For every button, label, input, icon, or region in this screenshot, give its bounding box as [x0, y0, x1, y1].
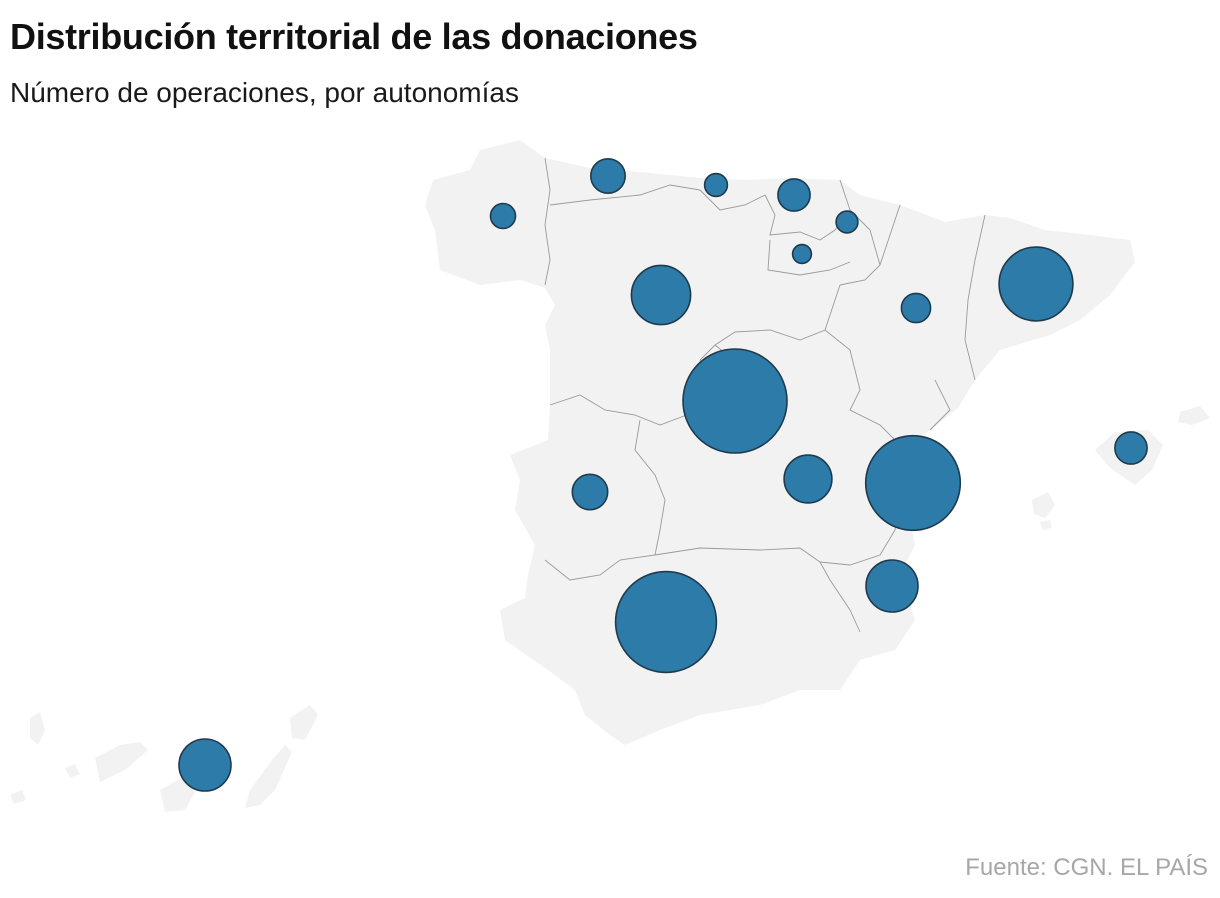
- bubble-asturias: [589, 158, 626, 195]
- bubble-castilla-la-mancha: [783, 454, 833, 504]
- bubble-galicia: [489, 202, 517, 230]
- tenerife: [95, 742, 148, 782]
- bubble-castilla-y-leon: [630, 264, 692, 326]
- bubble-navarra: [835, 210, 859, 234]
- bubble-murcia: [865, 559, 919, 613]
- gran-canaria: [160, 778, 195, 812]
- source-note: Fuente: CGN. EL PAÍS: [965, 854, 1208, 881]
- la-gomera: [65, 764, 80, 778]
- menorca: [1178, 406, 1210, 425]
- bubble-aragon: [900, 292, 932, 324]
- chart-title: Distribución territorial de las donacion…: [10, 16, 698, 57]
- ibiza: [1032, 492, 1055, 518]
- bubble-layer: [178, 158, 1148, 792]
- region-borders: [544, 157, 986, 633]
- bubble-andalucia: [614, 570, 718, 674]
- bubble-pais-vasco: [777, 178, 811, 212]
- formentera: [1040, 520, 1052, 530]
- land-layer: [10, 140, 1210, 812]
- bubble-cataluna: [998, 246, 1074, 322]
- chart-subtitle: Número de operaciones, por autonomías: [10, 77, 519, 108]
- bubble-extremadura: [571, 473, 609, 511]
- el-hierro: [10, 790, 26, 804]
- bubble-la-rioja: [791, 243, 813, 265]
- bubble-baleares: [1114, 431, 1148, 465]
- fuerteventura: [245, 745, 292, 808]
- bubble-comunidad-valenciana: [864, 434, 962, 532]
- bubble-madrid: [682, 348, 788, 454]
- bubble-canarias: [178, 738, 232, 792]
- mainland-spain: [425, 140, 1135, 745]
- lanzarote: [290, 705, 318, 740]
- bubble-cantabria: [703, 172, 729, 198]
- la-palma: [30, 712, 45, 745]
